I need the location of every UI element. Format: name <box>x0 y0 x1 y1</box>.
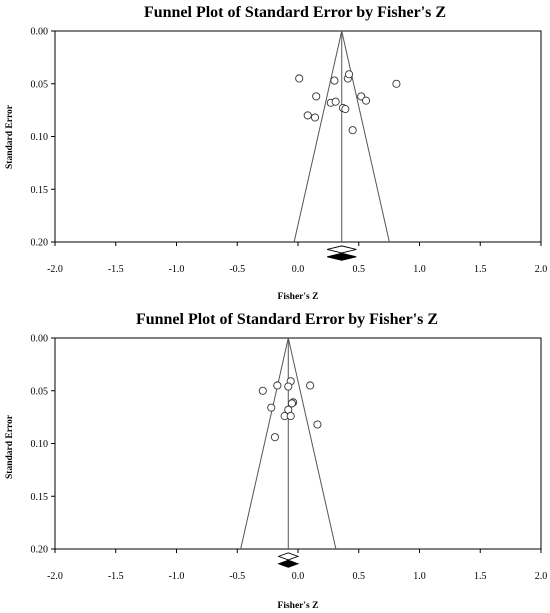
funnel-plot-bottom: Funnel Plot of Standard Error by Fisher'… <box>0 307 550 613</box>
y-tick-label: 0.15 <box>31 185 49 196</box>
funnel-right-line <box>341 30 390 243</box>
study-point <box>295 74 304 83</box>
study-point <box>287 399 296 408</box>
study-point <box>270 433 279 442</box>
x-axis-label: Fisher's Z <box>278 292 319 302</box>
x-tick-label: 2.0 <box>535 264 548 275</box>
study-point <box>361 96 371 105</box>
x-tick-label: 1.5 <box>474 264 487 275</box>
y-tick-label: 0.05 <box>31 386 49 397</box>
study-point <box>312 92 321 101</box>
x-tick-label: 1.0 <box>413 264 426 275</box>
study-point <box>313 420 322 429</box>
x-tick-label: 0.5 <box>353 264 366 275</box>
x-axis-label: Fisher's Z <box>278 601 319 611</box>
x-tick-label: -1.5 <box>108 571 124 582</box>
study-point <box>344 70 354 79</box>
study-point <box>303 111 312 120</box>
y-tick-label: 0.00 <box>31 334 49 345</box>
adjusted-summary-diamond <box>277 559 300 568</box>
study-point <box>306 381 315 390</box>
adjusted-summary-diamond <box>327 252 357 261</box>
chart-title: Funnel Plot of Standard Error by Fisher'… <box>136 311 438 328</box>
observed-summary-diamond <box>277 552 300 561</box>
study-point <box>267 403 276 412</box>
x-tick-label: 1.5 <box>474 571 487 582</box>
x-tick-label: -1.0 <box>169 571 185 582</box>
study-point <box>341 105 350 114</box>
study-point <box>284 382 293 391</box>
study-point <box>330 76 339 85</box>
study-point <box>258 386 267 395</box>
x-tick-label: -2.0 <box>47 264 63 275</box>
chart-title: Funnel Plot of Standard Error by Fisher'… <box>144 4 446 21</box>
funnel-plot-top: Funnel Plot of Standard Error by Fisher'… <box>0 0 550 306</box>
x-tick-label: 0.0 <box>292 264 305 275</box>
x-tick-label: -0.5 <box>229 571 245 582</box>
funnel-plot-bottom-svg: Funnel Plot of Standard Error by Fisher'… <box>5 311 548 611</box>
x-tick-label: 0.0 <box>292 571 305 582</box>
x-tick-label: -0.5 <box>229 264 245 275</box>
x-tick-label: -1.0 <box>169 264 185 275</box>
x-tick-label: 2.0 <box>535 571 548 582</box>
y-tick-label: 0.20 <box>31 238 49 249</box>
y-tick-label: 0.05 <box>31 79 49 90</box>
funnel-left-line <box>240 337 289 550</box>
y-tick-label: 0.20 <box>31 545 49 556</box>
y-tick-label: 0.10 <box>31 132 49 143</box>
x-tick-label: -1.5 <box>108 264 124 275</box>
funnel-right-line <box>287 337 337 550</box>
funnel-left-line <box>293 30 343 243</box>
funnel-plot-top-svg: Funnel Plot of Standard Error by Fisher'… <box>5 4 548 302</box>
x-tick-label: 0.5 <box>353 571 366 582</box>
study-point <box>310 113 320 122</box>
plot-area: -2.0 -1.5 -1.0 -0.5 0.0 0.5 1.0 1.5 2.0 0.00 0.05 0… <box>31 27 548 276</box>
observed-summary-diamond <box>327 245 357 254</box>
y-tick-label: 0.00 <box>31 27 49 38</box>
y-axis-label: Standard Error <box>5 104 15 169</box>
study-point <box>286 412 295 421</box>
x-tick-label: -2.0 <box>47 571 63 582</box>
study-point <box>392 79 401 88</box>
plot-area: -2.0 -1.5 -1.0 -0.5 0.0 0.5 1.0 1.5 2.0 0.00 0.05 0… <box>31 334 548 583</box>
plot-frame <box>54 337 542 550</box>
study-point <box>348 126 357 135</box>
study-point <box>331 97 340 106</box>
study-point <box>273 381 282 390</box>
y-tick-label: 0.15 <box>31 492 49 503</box>
y-tick-label: 0.10 <box>31 439 49 450</box>
plot-frame <box>54 30 542 243</box>
y-axis-label: Standard Error <box>5 414 15 479</box>
x-tick-label: 1.0 <box>413 571 426 582</box>
